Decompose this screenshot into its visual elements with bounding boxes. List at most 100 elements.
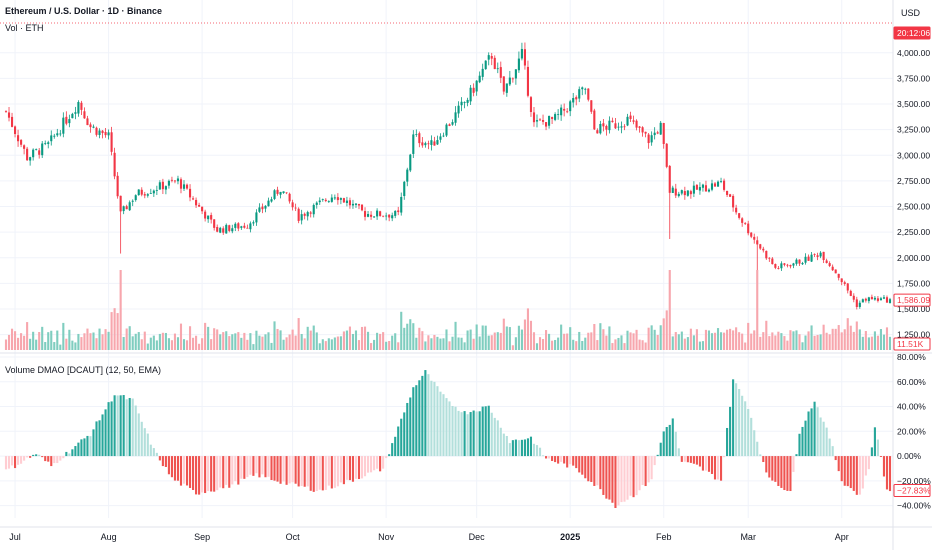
candle-body [828,263,831,266]
time-axis[interactable]: Jul Aug Sep Oct Nov Dec 2025 Feb Mar Apr [0,526,932,542]
candle-body [819,252,822,257]
volume-bar [602,329,605,350]
oscillator-bar [300,456,303,486]
candle-body [430,140,433,145]
oscillator-bar [674,431,677,457]
oscillator-bar [526,438,530,457]
candle-body [363,211,367,217]
candle-body [840,278,843,283]
oscillator-bar [768,456,771,478]
volume-bar [541,339,545,350]
candle-body [463,102,466,103]
oscillator-bar [231,456,234,485]
volume-bar [502,318,505,350]
oscillator-bar [816,407,819,457]
candle-body [620,126,623,128]
candle-body [192,198,195,200]
volume-bar [496,332,499,350]
candle-body [95,127,98,135]
volume-bar [192,337,195,350]
volume-bar [448,341,451,350]
volume-bar [370,343,373,350]
candle-body [753,236,756,240]
candle-body [870,296,873,300]
oscillator-bar [38,454,41,457]
candle-body [403,181,406,197]
oscillator-bar [638,456,641,491]
candle-body [158,182,161,190]
oscillator-bar [131,398,134,457]
volume-bar [463,342,466,350]
currency-label[interactable]: USD [901,8,921,18]
volume-bar [783,336,786,350]
candle-body [98,130,101,135]
candle-body [373,216,376,218]
candle-body [698,187,701,191]
oscillator-bar [267,456,270,477]
osc-tick-label: 40.00% [897,402,926,412]
indicator-legend[interactable]: Volume DMAO [DCAUT] (12, 50, EMA) [5,365,162,375]
candle-body [659,122,662,135]
volume-bar [572,339,575,350]
candle-body [563,108,566,111]
price-tick-label: 2,250.00 [897,227,930,237]
oscillator-bar [599,456,602,490]
volume-bar [77,333,80,350]
volume-bar [590,332,593,350]
oscillator-bar [59,456,62,461]
volume-tag-bg [893,337,931,351]
oscillator-bar [629,456,632,496]
volume-bar [216,329,219,350]
oscillator-bar [366,456,370,473]
candle-body [569,101,572,112]
candle-body [270,199,273,202]
oscillator-bar [403,412,406,457]
oscillator-bar [309,456,312,491]
osc-value-tag-bg [893,484,931,498]
candle-body [641,127,644,133]
volume-bar [161,332,164,350]
oscillator-bar [167,456,170,475]
candle-body [885,297,889,303]
oscillator-axis[interactable]: 80.00% 60.00% 40.00% 20.00% 0.00% −20.00% −40.… [897,352,931,511]
candle-body [535,120,539,122]
oscillator-bar [433,381,436,457]
candle-body [801,263,804,265]
candle-body [198,204,201,207]
oscillator-bar [508,443,511,457]
candle-body [716,181,720,187]
candle-body [279,191,282,195]
volume-bar [584,337,587,350]
volume-bar [354,330,358,350]
chart-title[interactable]: Ethereum / U.S. Dollar · 1D · Binance [5,6,163,16]
volume-legend[interactable]: Vol · ETH [5,23,44,33]
volume-bar [339,336,342,350]
oscillator-bar [463,411,466,457]
oscillator-bar [116,395,119,457]
oscillator-bar [276,456,279,482]
oscillator-bar [333,456,336,488]
candle-body [475,80,478,92]
volume-bar [276,328,279,350]
candle-body [593,110,596,130]
candle-body [771,258,774,265]
oscillator-bar [511,440,514,457]
candle-body [385,215,388,217]
oscillator-bar [258,456,261,478]
candle-body [656,132,659,134]
candle-body [152,190,155,194]
candle-body [469,87,472,102]
candle-body [170,179,173,181]
oscillator-bar [873,427,876,457]
oscillator-bar [852,456,855,491]
volume-bar [330,339,333,350]
price-axis[interactable]: 4,000.00 3,750.00 3,500.00 3,250.00 3,000.00… [897,48,930,340]
candle-body [581,87,584,90]
oscillator-bar [490,412,493,457]
candle-body [240,226,243,228]
oscillator-bar [487,405,490,457]
candle-body [759,244,762,249]
oscillator-bar [662,431,665,457]
oscillator-bar [32,454,35,457]
